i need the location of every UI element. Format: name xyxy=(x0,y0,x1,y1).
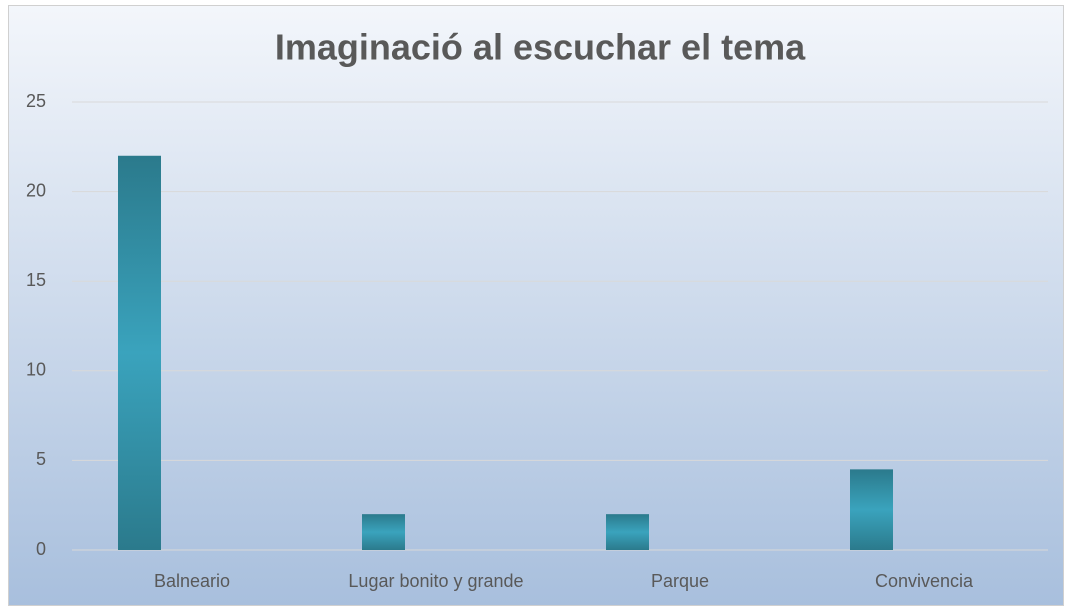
chart-background xyxy=(8,5,1064,606)
x-tick-label: Balneario xyxy=(154,571,230,591)
x-tick-label: Lugar bonito y grande xyxy=(348,571,523,591)
bar xyxy=(850,469,893,550)
y-tick-label: 15 xyxy=(26,270,46,290)
y-tick-label: 0 xyxy=(36,539,46,559)
y-tick-label: 5 xyxy=(36,449,46,469)
x-tick-label: Convivencia xyxy=(875,571,974,591)
bar xyxy=(118,155,161,550)
y-tick-label: 20 xyxy=(26,180,46,200)
y-tick-label: 25 xyxy=(26,91,46,111)
y-tick-label: 10 xyxy=(26,360,46,380)
bar xyxy=(606,514,649,550)
chart-title: Imaginació al escuchar el tema xyxy=(275,27,806,68)
bar xyxy=(362,514,405,550)
x-tick-label: Parque xyxy=(651,571,709,591)
